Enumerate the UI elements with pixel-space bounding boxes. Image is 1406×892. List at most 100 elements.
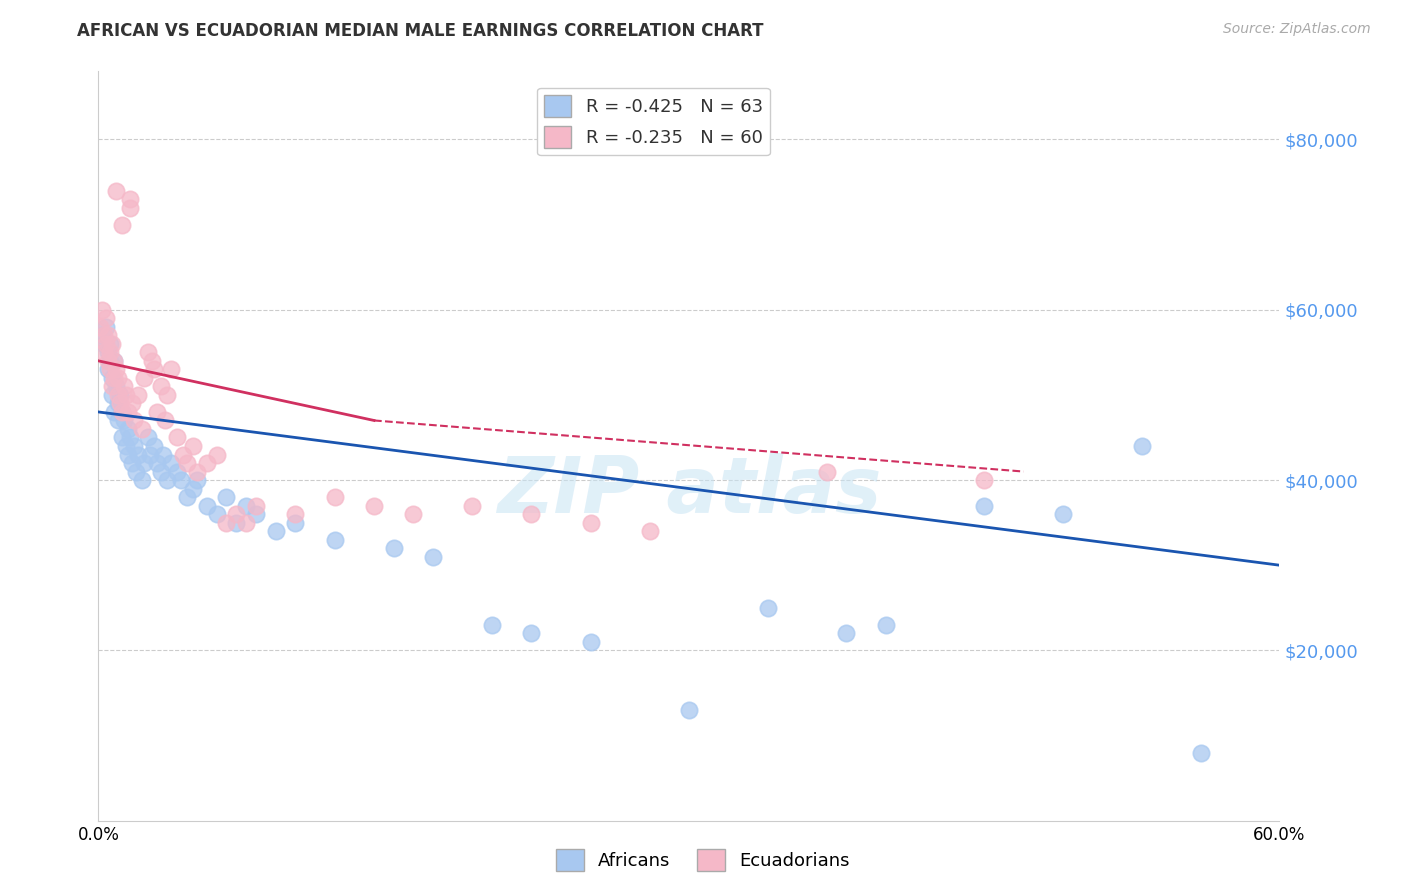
Point (1052, 507, 1074, 521)
Point (205, 507, 228, 521)
Point (176, 456, 198, 470)
Point (150, 465, 173, 479)
Point (1189, 746, 1212, 760)
Point (96, 311, 118, 326)
Point (215, 516, 238, 530)
Point (107, 396, 129, 410)
Point (108, 388, 131, 402)
Point (235, 499, 257, 513)
Point (111, 218, 134, 232)
Point (107, 388, 129, 402)
Point (815, 465, 838, 479)
Point (136, 345, 159, 359)
Point (136, 430, 159, 444)
Point (756, 600, 779, 615)
Point (132, 456, 155, 470)
Point (105, 379, 128, 393)
Point (166, 465, 188, 479)
Legend: Africans, Ecuadorians: Africans, Ecuadorians (550, 842, 856, 879)
Point (323, 533, 346, 547)
Point (579, 516, 602, 530)
Point (155, 413, 177, 427)
Point (103, 354, 125, 368)
Point (323, 490, 346, 504)
Point (156, 388, 179, 402)
Point (579, 635, 602, 649)
Point (146, 456, 169, 470)
Point (115, 439, 138, 453)
Point (973, 473, 995, 487)
Point (97, 345, 120, 359)
Point (118, 201, 141, 215)
Point (97, 354, 120, 368)
Point (98, 345, 121, 359)
Point (225, 516, 247, 530)
Point (103, 371, 125, 385)
Point (93, 328, 115, 343)
Point (105, 362, 128, 376)
Point (172, 448, 194, 462)
Point (127, 448, 149, 462)
Point (105, 184, 128, 198)
Point (245, 499, 267, 513)
Point (166, 430, 188, 444)
Point (111, 405, 134, 419)
Point (141, 354, 163, 368)
Point (91, 328, 114, 343)
Point (835, 626, 858, 640)
Point (284, 516, 307, 530)
Point (121, 456, 143, 470)
Point (363, 499, 385, 513)
Point (103, 405, 125, 419)
Point (1130, 439, 1153, 453)
Point (97, 362, 120, 376)
Point (112, 379, 135, 393)
Point (107, 413, 129, 427)
Point (422, 549, 444, 564)
Point (131, 473, 153, 487)
Point (111, 405, 134, 419)
Point (132, 371, 155, 385)
Point (101, 336, 124, 351)
Point (160, 362, 183, 376)
Point (245, 507, 267, 521)
Point (127, 388, 149, 402)
Point (152, 448, 174, 462)
Point (284, 507, 307, 521)
Point (973, 499, 995, 513)
Point (142, 362, 165, 376)
Point (117, 448, 139, 462)
Point (875, 617, 897, 632)
Point (125, 465, 148, 479)
Point (96, 319, 118, 334)
Point (103, 354, 125, 368)
Point (176, 490, 198, 504)
Point (205, 448, 228, 462)
Point (112, 413, 135, 427)
Point (93, 336, 115, 351)
Text: Source: ZipAtlas.com: Source: ZipAtlas.com (1223, 22, 1371, 37)
Point (118, 192, 141, 206)
Point (117, 422, 139, 436)
Point (638, 524, 661, 538)
Point (520, 626, 543, 640)
Point (678, 703, 700, 717)
Point (156, 473, 179, 487)
Point (160, 456, 183, 470)
Point (225, 507, 247, 521)
Point (117, 405, 139, 419)
Text: ZIP atlas: ZIP atlas (496, 453, 882, 529)
Point (382, 541, 405, 556)
Point (108, 396, 131, 410)
Point (142, 439, 165, 453)
Point (186, 473, 208, 487)
Point (215, 490, 238, 504)
Point (91, 302, 114, 317)
Point (101, 388, 124, 402)
Point (195, 456, 218, 470)
Point (93, 345, 115, 359)
Point (402, 507, 425, 521)
Point (98, 336, 121, 351)
Point (96, 336, 118, 351)
Point (150, 379, 173, 393)
